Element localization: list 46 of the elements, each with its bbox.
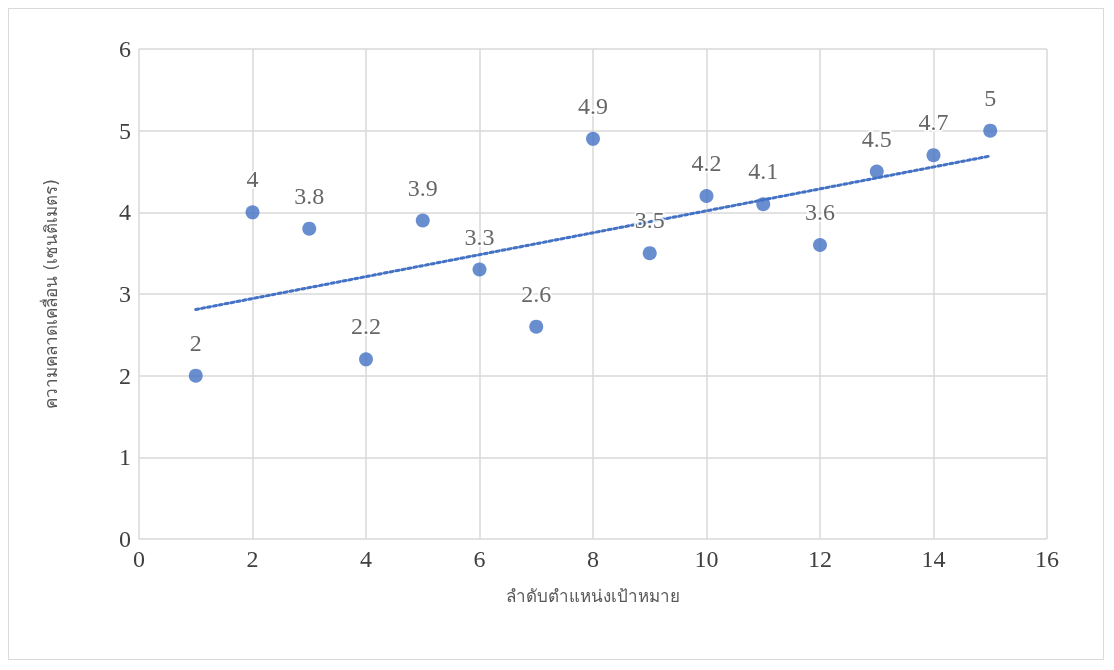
point <box>926 148 941 163</box>
point <box>359 352 373 367</box>
point <box>472 262 487 277</box>
data-label: 3.3 <box>464 223 495 250</box>
x-tick-label: 6 <box>473 546 486 572</box>
point <box>869 164 884 179</box>
point <box>813 238 827 252</box>
point <box>302 221 317 236</box>
data-label: 3.6 <box>805 199 835 225</box>
data-label: 4 <box>246 166 259 193</box>
data-label: 4.7 <box>918 109 949 136</box>
data-label: 4.5 <box>861 125 892 152</box>
data-label: 4.1 <box>748 158 779 185</box>
data-label: 5 <box>984 84 997 111</box>
point <box>756 197 771 212</box>
data-label: 4.9 <box>578 92 608 119</box>
point <box>586 131 600 146</box>
point <box>983 123 998 138</box>
y-tick-label: 0 <box>119 526 131 552</box>
point <box>699 189 714 203</box>
y-tick-label: 1 <box>119 444 131 471</box>
x-tick-label: 10 <box>694 546 719 572</box>
data-label: 2 <box>189 329 202 356</box>
y-tick-label: 2 <box>119 362 131 389</box>
data-label: 3.8 <box>294 182 325 209</box>
data-label: 4.2 <box>691 150 722 176</box>
point <box>642 246 657 261</box>
point <box>529 319 544 334</box>
data-label: 3.9 <box>407 174 438 201</box>
y-tick-label: 6 <box>119 36 131 62</box>
x-tick-label: 12 <box>808 546 832 572</box>
y-tick-label: 5 <box>119 117 131 144</box>
point <box>245 205 260 220</box>
x-tick-label: 4 <box>360 546 372 572</box>
y-tick-label: 4 <box>119 199 131 226</box>
point <box>415 213 430 228</box>
y-tick-label: 3 <box>119 281 131 307</box>
x-tick-label: 2 <box>246 546 259 572</box>
x-tick-label: 8 <box>587 546 599 572</box>
x-tick-label: 16 <box>1035 546 1059 572</box>
data-label: 2.2 <box>351 313 381 340</box>
data-label: 2.6 <box>521 280 552 307</box>
y-axis-title: ความคลาดเคลื่อน (เซนติเมตร) <box>38 179 61 409</box>
x-axis-title: ลำดับตำแหน่งเป้าหมาย <box>506 585 680 606</box>
x-tick-label: 14 <box>921 546 946 572</box>
point <box>188 368 203 383</box>
